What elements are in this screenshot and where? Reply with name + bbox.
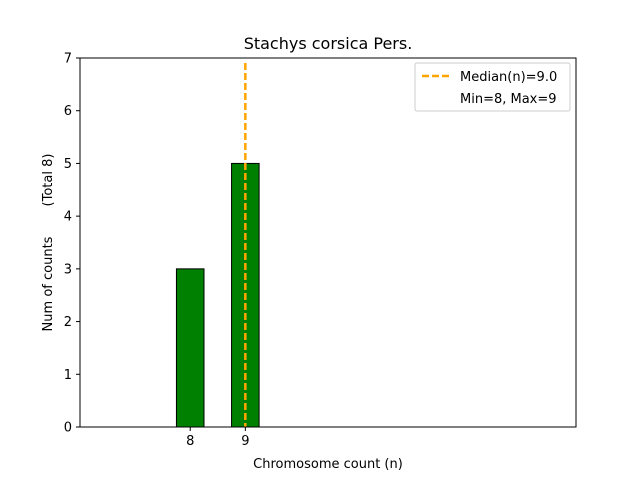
legend-minmax-label: Min=8, Max=9: [460, 92, 557, 107]
x-axis-label: Chromosome count (n): [253, 457, 403, 472]
x-tick-label: 8: [186, 434, 194, 449]
legend: Median(n)=9.0 Min=8, Max=9: [414, 62, 571, 112]
y-tick-label: 3: [64, 262, 72, 277]
y-tick-label: 0: [64, 421, 72, 436]
legend-frame: [414, 62, 571, 112]
axes-frame: [79, 57, 577, 428]
y-tick-label: 7: [64, 52, 72, 67]
y-axis-ticks: 0 1 2 3 4 5 6 7: [64, 52, 80, 436]
legend-median-label: Median(n)=9.0: [460, 70, 557, 85]
chart-title: Stachys corsica Pers.: [244, 34, 413, 53]
y-tick-label: 4: [64, 210, 72, 225]
histogram-bar: [175, 268, 205, 428]
y-tick-label: 6: [64, 104, 72, 119]
y-axis-label-total: (Total 8): [41, 154, 56, 207]
x-tick-label: 9: [241, 434, 249, 449]
plot-area: [79, 57, 577, 428]
y-tick-label: 5: [64, 157, 72, 172]
y-axis-label: Num of counts: [41, 236, 56, 331]
y-tick-label: 1: [64, 368, 72, 383]
y-tick-label: 2: [64, 315, 72, 330]
